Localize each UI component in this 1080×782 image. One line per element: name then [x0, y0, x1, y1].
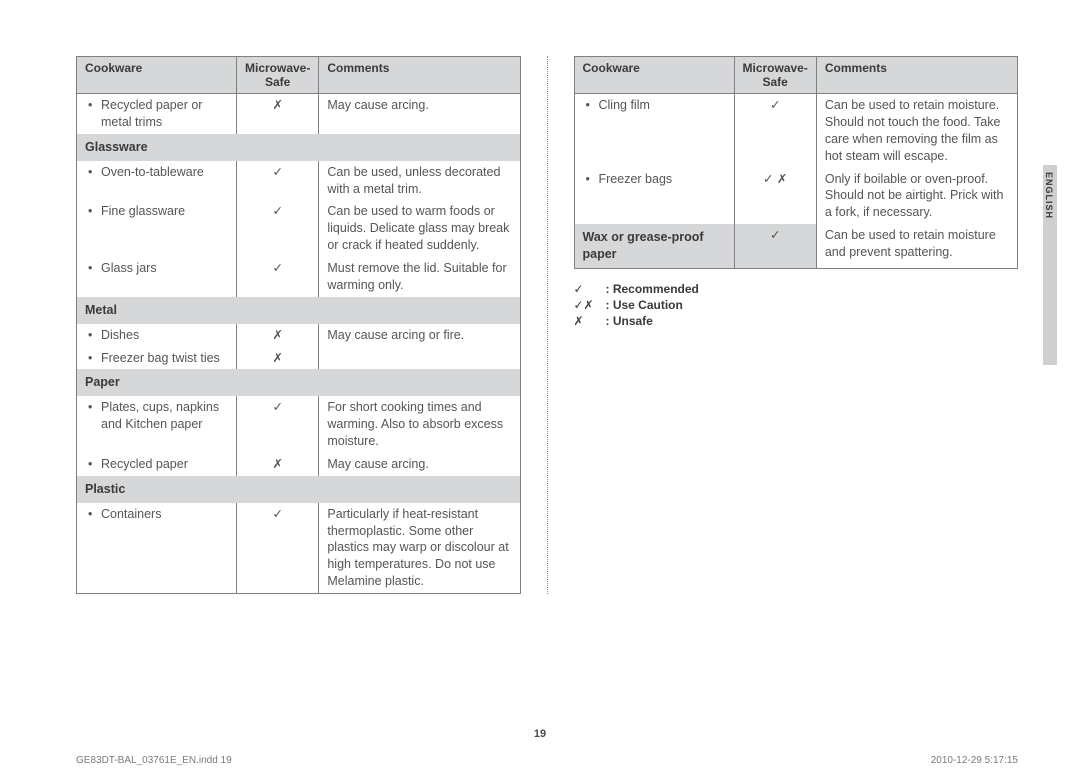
table-row: •Freezer bag twist ties✗: [77, 347, 521, 370]
table-row: Wax or grease-proof paper✓Can be used to…: [574, 224, 1018, 268]
page-number: 19: [534, 728, 546, 740]
table-row: •Dishes✗May cause arcing or fire.: [77, 324, 521, 347]
language-tab-label: ENGLISH: [1044, 172, 1054, 219]
cookware-cell: •Glass jars: [77, 257, 237, 297]
legend-label: : Unsafe: [606, 314, 653, 328]
cookware-cell: •Oven-to-tableware: [77, 161, 237, 201]
cookware-cell: •Freezer bag twist ties: [77, 347, 237, 370]
table-row: •Recycled paper✗May cause arcing.: [77, 453, 521, 476]
category-header: Glassware: [77, 134, 521, 161]
comments-cell: May cause arcing.: [319, 453, 520, 476]
safe-cell: ✓: [237, 161, 319, 201]
th-safe: Microwave-Safe: [734, 57, 816, 94]
safe-cell: ✗: [237, 347, 319, 370]
th-comments: Comments: [816, 57, 1017, 94]
safe-cell: ✗: [237, 324, 319, 347]
cookware-cell: •Plates, cups, napkins and Kitchen paper: [77, 396, 237, 453]
safe-cell: ✗: [237, 453, 319, 476]
cookware-cell: •Freezer bags: [574, 168, 734, 225]
footer: GE83DT-BAL_03761E_EN.indd 19 2010-12-29 …: [76, 755, 1018, 766]
legend-row: ✓✗: Use Caution: [574, 297, 1019, 313]
table-row: •Glass jars✓Must remove the lid. Suitabl…: [77, 257, 521, 297]
category-header: Wax or grease-proof paper: [574, 224, 734, 268]
table-row: Plastic: [77, 476, 521, 503]
cookware-table-left: Cookware Microwave-Safe Comments •Recycl…: [76, 56, 521, 594]
legend-label: : Recommended: [606, 282, 699, 296]
cookware-cell: •Recycled paper: [77, 453, 237, 476]
cookware-cell: •Recycled paper or metal trims: [77, 94, 237, 134]
right-column: Cookware Microwave-Safe Comments •Cling …: [574, 56, 1019, 594]
cookware-cell: •Containers: [77, 503, 237, 594]
table-row: •Recycled paper or metal trims✗May cause…: [77, 94, 521, 134]
category-header: Paper: [77, 369, 521, 396]
footer-datetime: 2010-12-29 5:17:15: [931, 755, 1018, 766]
th-comments: Comments: [319, 57, 520, 94]
cookware-cell: •Fine glassware: [77, 200, 237, 257]
safe-cell: ✓: [734, 224, 816, 268]
category-header: Metal: [77, 297, 521, 324]
legend-label: : Use Caution: [606, 298, 683, 312]
comments-cell: Can be used to retain moisture. Should n…: [816, 94, 1017, 168]
legend-row: ✗: Unsafe: [574, 313, 1019, 329]
comments-cell: Can be used to retain moisture and preve…: [816, 224, 1017, 268]
th-safe: Microwave-Safe: [237, 57, 319, 94]
category-header: Plastic: [77, 476, 521, 503]
safe-cell: ✓: [237, 200, 319, 257]
cookware-cell: •Cling film: [574, 94, 734, 168]
safe-cell: ✓: [237, 503, 319, 594]
table-row: Paper: [77, 369, 521, 396]
comments-cell: May cause arcing or fire.: [319, 324, 520, 347]
table-row: Glassware: [77, 134, 521, 161]
comments-cell: Can be used to warm foods or liquids. De…: [319, 200, 520, 257]
comments-cell: Only if boilable or oven-proof. Should n…: [816, 168, 1017, 225]
legend: ✓: Recommended✓✗: Use Caution✗: Unsafe: [574, 281, 1019, 329]
cookware-table-right: Cookware Microwave-Safe Comments •Cling …: [574, 56, 1019, 269]
table-row: Metal: [77, 297, 521, 324]
legend-symbol: ✓✗: [574, 298, 606, 312]
th-cookware: Cookware: [574, 57, 734, 94]
page-content: Cookware Microwave-Safe Comments •Recycl…: [0, 0, 1080, 594]
left-column: Cookware Microwave-Safe Comments •Recycl…: [76, 56, 521, 594]
th-cookware: Cookware: [77, 57, 237, 94]
comments-cell: For short cooking times and warming. Als…: [319, 396, 520, 453]
table-row: •Plates, cups, napkins and Kitchen paper…: [77, 396, 521, 453]
comments-cell: Particularly if heat-resistant thermopla…: [319, 503, 520, 594]
comments-cell: May cause arcing.: [319, 94, 520, 134]
table-row: •Oven-to-tableware✓Can be used, unless d…: [77, 161, 521, 201]
safe-cell: ✗: [237, 94, 319, 134]
safe-cell: ✓: [734, 94, 816, 168]
table-row: •Cling film✓Can be used to retain moistu…: [574, 94, 1018, 168]
cookware-cell: •Dishes: [77, 324, 237, 347]
comments-cell: Must remove the lid. Suitable for warmin…: [319, 257, 520, 297]
footer-filename: GE83DT-BAL_03761E_EN.indd 19: [76, 755, 232, 766]
table-row: •Containers✓Particularly if heat-resista…: [77, 503, 521, 594]
legend-symbol: ✓: [574, 282, 606, 296]
table-row: •Fine glassware✓Can be used to warm food…: [77, 200, 521, 257]
column-divider: [547, 56, 548, 594]
safe-cell: ✓ ✗: [734, 168, 816, 225]
safe-cell: ✓: [237, 257, 319, 297]
safe-cell: ✓: [237, 396, 319, 453]
legend-row: ✓: Recommended: [574, 281, 1019, 297]
table-row: •Freezer bags✓ ✗Only if boilable or oven…: [574, 168, 1018, 225]
comments-cell: Can be used, unless decorated with a met…: [319, 161, 520, 201]
legend-symbol: ✗: [574, 314, 606, 328]
comments-cell: [319, 347, 520, 370]
